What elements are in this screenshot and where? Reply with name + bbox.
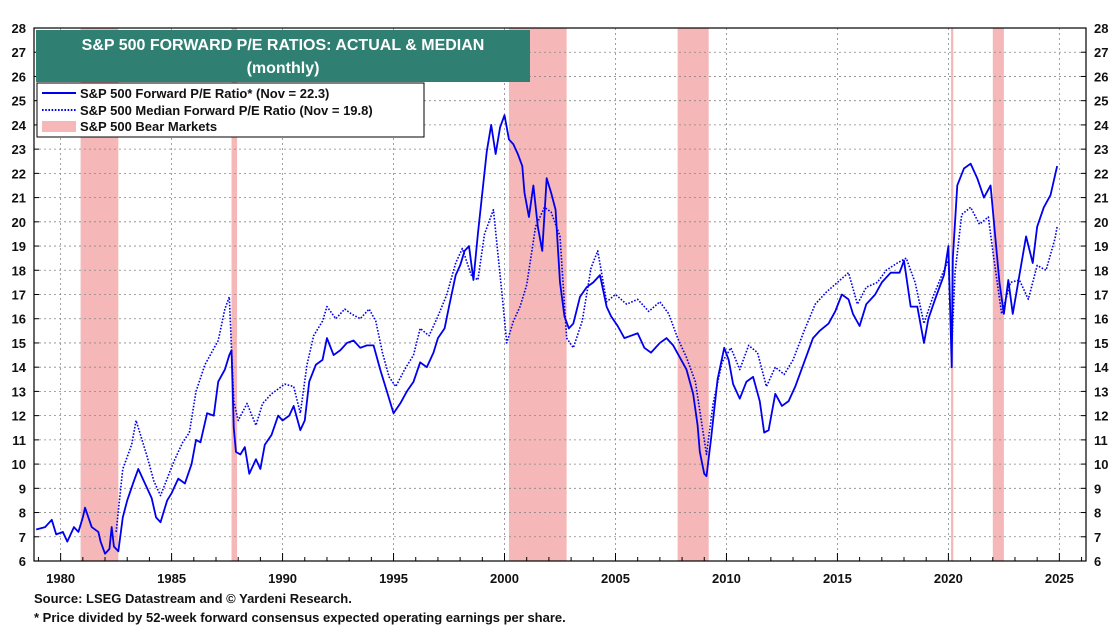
- source-note: Source: LSEG Datastream and © Yardeni Re…: [34, 591, 352, 606]
- x-axis: 1980 1985 1990 1995 2000 2005 2010 2015 2020 2025: [37, 553, 1083, 586]
- x-tick-label: 1980: [46, 571, 75, 586]
- y-tick-label-right: 21: [1094, 191, 1108, 206]
- y-tick-label-left: 10: [12, 457, 26, 472]
- y-tick-label-right: 27: [1094, 45, 1108, 60]
- y-tick-label-right: 24: [1094, 118, 1109, 133]
- y-tick-label-left: 17: [12, 288, 26, 303]
- legend-label-median: S&P 500 Median Forward P/E Ratio (Nov = …: [80, 103, 373, 118]
- y-tick-label-left: 19: [12, 239, 26, 254]
- y-tick-label-right: 17: [1094, 288, 1108, 303]
- series-line-median: [115, 206, 1058, 533]
- y-tick-label-right: 16: [1094, 312, 1108, 327]
- y-tick-label-right: 20: [1094, 215, 1108, 230]
- y-tick-label-right: 6: [1094, 554, 1101, 569]
- y-tick-label-left: 18: [12, 263, 26, 278]
- y-tick-label-left: 7: [19, 530, 26, 545]
- title-box: [36, 30, 530, 82]
- y-tick-label-left: 14: [12, 360, 27, 375]
- x-tick-label: 2025: [1045, 571, 1074, 586]
- y-tick-label-right: 14: [1094, 360, 1109, 375]
- y-tick-label-left: 15: [12, 336, 26, 351]
- y-tick-label-right: 25: [1094, 94, 1108, 109]
- chart-subtitle: (monthly): [247, 60, 320, 77]
- y-tick-label-right: 10: [1094, 457, 1108, 472]
- bear-market-band-5: [992, 28, 1004, 561]
- y-axis-right: 6 7 8 9 10 11 12 13 14 15 16 17 18 19 20 21 22 23 24 25 26 27…: [1081, 21, 1109, 569]
- y-tick-label-left: 11: [12, 433, 26, 448]
- y-tick-label-right: 28: [1094, 21, 1108, 36]
- footnote: * Price divided by 52-week forward conse…: [34, 610, 566, 625]
- y-tick-label-right: 11: [1094, 433, 1108, 448]
- series-line-actual: [35, 114, 1059, 555]
- y-tick-label-right: 18: [1094, 263, 1108, 278]
- legend-box: [36, 82, 425, 138]
- x-tick-label: 1985: [157, 571, 186, 586]
- x-tick-label: 2020: [934, 571, 963, 586]
- x-tick-label: 1990: [268, 571, 297, 586]
- y-tick-label-left: 25: [12, 94, 26, 109]
- y-tick-label-left: 20: [12, 215, 26, 230]
- y-tick-label-left: 23: [12, 142, 26, 157]
- y-tick-label-right: 19: [1094, 239, 1108, 254]
- y-tick-label-left: 13: [12, 384, 26, 399]
- y-axis-left: 6 7 8 9 10 11 12 13 14 15 16 17 18 19 20 21 22 23 24 25 26 27…: [12, 21, 39, 569]
- y-tick-label-right: 15: [1094, 336, 1108, 351]
- y-tick-label-left: 9: [19, 481, 26, 496]
- legend-swatch-bear: [42, 121, 76, 132]
- legend-label-bear: S&P 500 Bear Markets: [80, 119, 217, 134]
- y-tick-label-left: 24: [12, 118, 27, 133]
- x-tick-label: 1995: [379, 571, 408, 586]
- x-tick-label: 2000: [490, 571, 519, 586]
- y-tick-label-right: 13: [1094, 384, 1108, 399]
- chart-title: S&P 500 FORWARD P/E RATIOS: ACTUAL & MED…: [82, 37, 485, 54]
- y-tick-label-left: 27: [12, 45, 26, 60]
- x-tick-label: 2005: [601, 571, 630, 586]
- y-tick-label-left: 12: [12, 409, 26, 424]
- x-tick-label: 2015: [823, 571, 852, 586]
- y-tick-label-right: 8: [1094, 506, 1101, 521]
- y-tick-label-left: 6: [19, 554, 26, 569]
- y-tick-label-left: 28: [12, 21, 26, 36]
- bear-market-band-2: [508, 28, 567, 561]
- series-lines: [35, 114, 1059, 555]
- y-tick-label-right: 23: [1094, 142, 1108, 157]
- y-tick-label-right: 26: [1094, 69, 1108, 84]
- y-tick-label-right: 22: [1094, 166, 1108, 181]
- y-tick-label-left: 8: [19, 506, 26, 521]
- y-tick-label-right: 7: [1094, 530, 1101, 545]
- grid-lines: [34, 28, 1086, 561]
- y-tick-label-left: 16: [12, 312, 26, 327]
- y-tick-label-left: 21: [12, 191, 26, 206]
- y-tick-label-right: 12: [1094, 409, 1108, 424]
- legend: S&P 500 Forward P/E Ratio* (Nov = 22.3) …: [36, 82, 425, 138]
- y-tick-label-right: 9: [1094, 481, 1101, 496]
- y-tick-label-left: 22: [12, 166, 26, 181]
- legend-label-actual: S&P 500 Forward P/E Ratio* (Nov = 22.3): [80, 86, 329, 101]
- x-tick-label: 2010: [712, 571, 741, 586]
- y-tick-label-left: 26: [12, 69, 26, 84]
